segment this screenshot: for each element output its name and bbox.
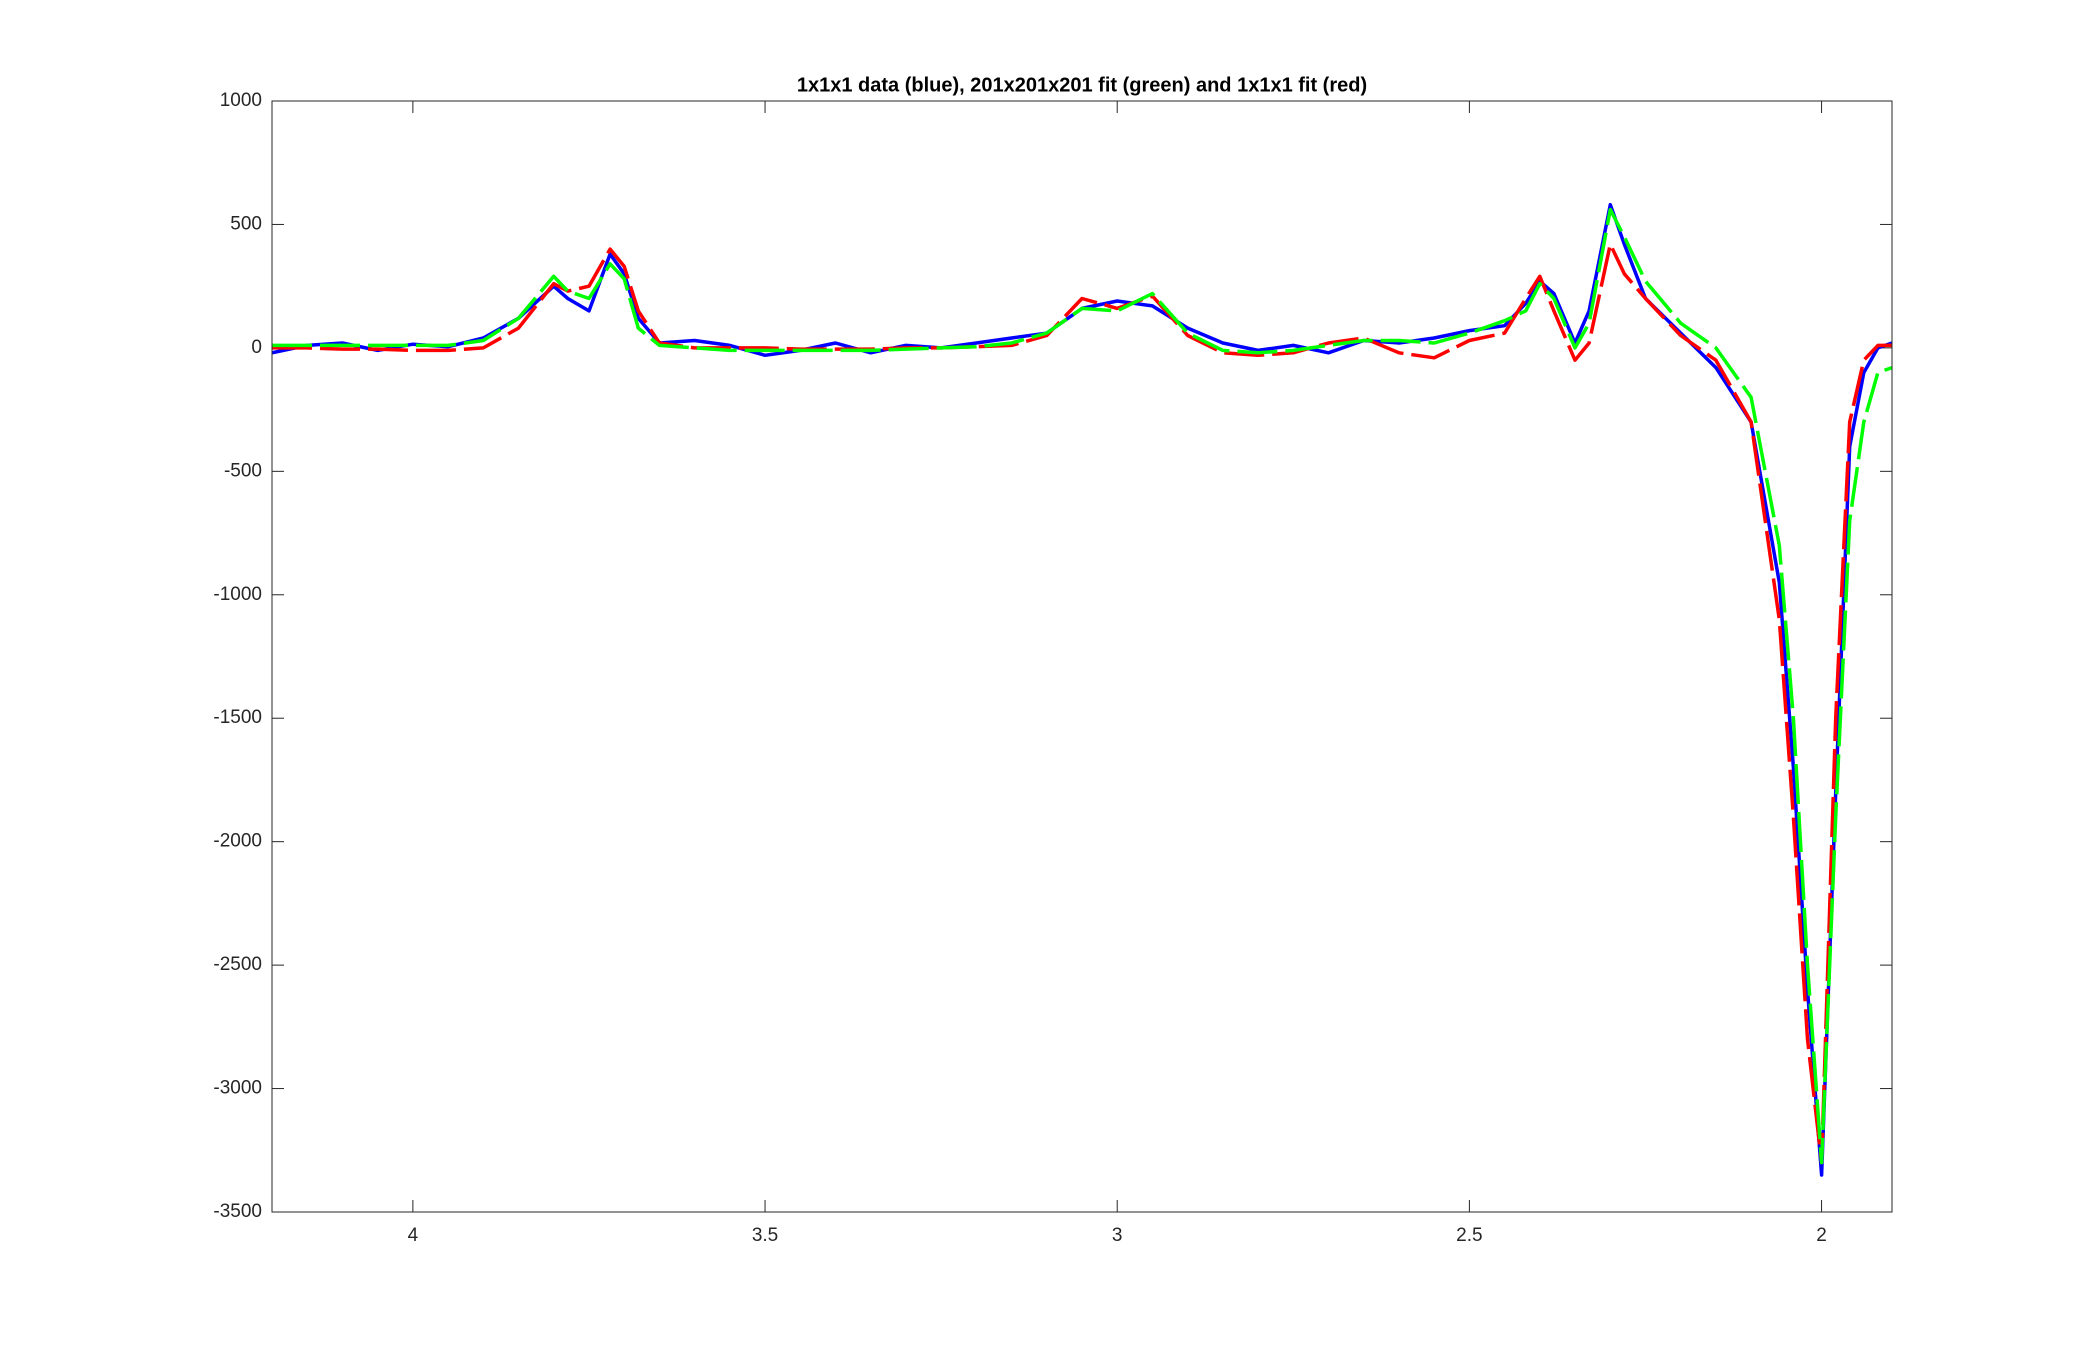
series-line <box>272 202 1892 1177</box>
x-tick-label: 3.5 <box>752 1225 778 1246</box>
y-tick-label: 1000 <box>220 90 262 111</box>
y-tick-label: -500 <box>224 460 262 481</box>
x-tick-label: 2.5 <box>1456 1225 1482 1246</box>
y-tick-label: -3000 <box>213 1078 262 1099</box>
series-line <box>272 242 1892 1165</box>
x-tick-label: 4 <box>408 1225 419 1246</box>
y-tick-label: -1000 <box>213 584 262 605</box>
chart-title: 1x1x1 data (blue), 201x201x201 fit (gree… <box>797 74 1367 96</box>
plot-frame <box>271 100 1893 1213</box>
y-tick-label: -1500 <box>213 707 262 728</box>
y-tick-label: 0 <box>251 337 262 358</box>
y-tick-label: 500 <box>230 213 262 234</box>
series-line <box>272 207 1892 1165</box>
y-tick-label: -2000 <box>213 831 262 852</box>
y-tick-label: -3500 <box>213 1201 262 1222</box>
x-tick-label: 3 <box>1112 1225 1123 1246</box>
y-tick-label: -2500 <box>213 954 262 975</box>
x-tick-label: 2 <box>1816 1225 1827 1246</box>
